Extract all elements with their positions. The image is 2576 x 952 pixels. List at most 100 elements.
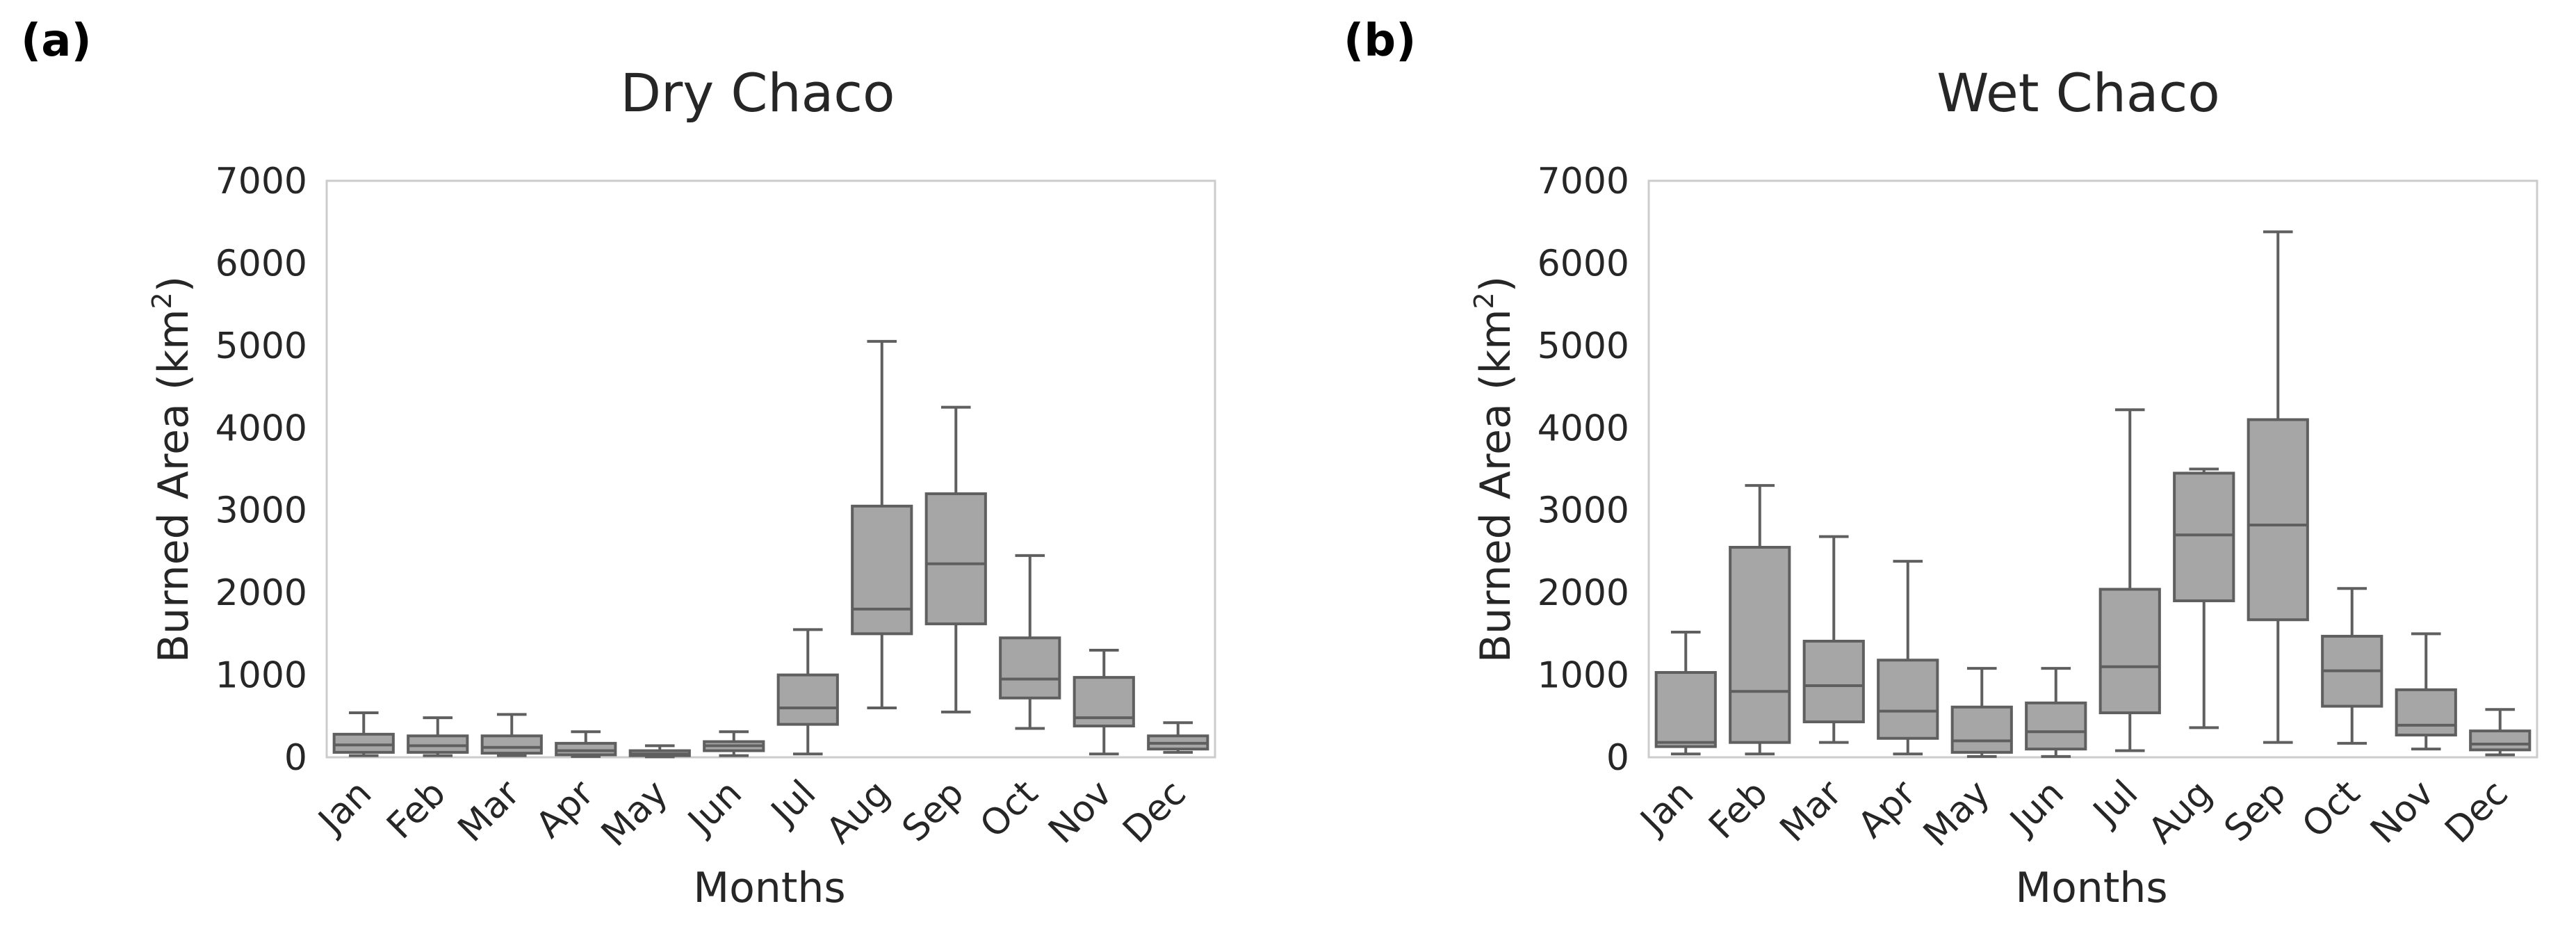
x-tick-label: Jan [1631, 773, 1702, 843]
chart-title-b: Wet Chaco [1937, 62, 2220, 124]
iqr-box [1729, 546, 1791, 744]
x-tick-label: Nov [1041, 773, 1120, 852]
iqr-box [332, 732, 395, 754]
y-axis-label-a: Burned Area (km2) [147, 276, 198, 663]
iqr-box [2247, 418, 2309, 622]
panel-b: (b) Wet Chaco 0 1000 2000 3000 4000 5000 6000 7… [1344, 15, 2538, 912]
y-axis-label-sup-b: 2 [1469, 292, 1499, 309]
box-sep [2247, 230, 2309, 744]
y-tick-label: 0 [284, 737, 307, 779]
y-tick-label: 2000 [1538, 572, 1629, 614]
y-tick-label: 2000 [215, 572, 307, 614]
y-tick-label: 6000 [1538, 243, 1629, 284]
iqr-box [999, 636, 1061, 700]
x-axis-label-b: Months [2015, 864, 2167, 912]
iqr-box [1950, 705, 2013, 754]
y-tick-label: 1000 [215, 655, 307, 697]
y-tick-label: 3000 [1538, 490, 1629, 532]
x-tick-label: Jul [763, 773, 824, 834]
panel-a: (a) Dry Chaco 0 1000 2000 3000 4000 5000 6000 7… [21, 15, 1216, 912]
x-tick-label: Mar [450, 772, 528, 850]
plot-frame-b [1647, 179, 2538, 759]
x-tick-label: Sep [2217, 773, 2294, 850]
iqr-box [1877, 659, 1939, 740]
box-dec [2469, 708, 2532, 757]
box-oct [2321, 587, 2383, 745]
x-tick-label: Aug [819, 773, 898, 852]
x-tick-label: Jul [2085, 773, 2146, 834]
box-jun [703, 730, 765, 757]
box-apr [1877, 560, 1939, 756]
iqr-box [2173, 471, 2235, 602]
x-tick-label: Dec [1115, 773, 1194, 852]
x-tick-label: Feb [1701, 773, 1776, 848]
x-tick-label: Aug [2141, 773, 2220, 852]
x-tick-label: Jan [309, 773, 380, 843]
box-jul [776, 628, 839, 756]
x-axis-label-a: Months [693, 864, 845, 912]
iqr-box [2395, 688, 2457, 737]
x-tick-label: Feb [379, 773, 454, 848]
box-feb [407, 716, 469, 757]
x-tick-label: Jun [2001, 773, 2072, 844]
x-tick-label: May [1916, 773, 1998, 855]
box-aug [851, 339, 913, 709]
box-may [1950, 667, 2013, 758]
x-tick-label: Nov [2363, 773, 2442, 852]
x-tick-label: Oct [2294, 773, 2368, 846]
iqr-box [2025, 701, 2087, 751]
y-tick-labels-b: 0 1000 2000 3000 4000 5000 6000 7000 [1538, 161, 1629, 779]
x-tick-label: Oct [972, 773, 1046, 846]
y-tick-label: 5000 [1538, 325, 1629, 367]
box-jan [332, 711, 395, 757]
box-jul [2098, 408, 2161, 752]
x-tick-label: Apr [1850, 772, 1924, 846]
panel-label-b: (b) [1344, 15, 1416, 67]
y-tick-label: 4000 [215, 408, 307, 449]
y-axis-label-text-a: Burned Area (km [149, 309, 198, 663]
box-dec [1147, 721, 1209, 754]
chart-title-a: Dry Chaco [621, 62, 895, 124]
iqr-box [2469, 729, 2532, 752]
box-series-b [1654, 230, 2532, 758]
iqr-box [2098, 588, 2161, 715]
y-tick-label: 4000 [1538, 408, 1629, 449]
box-mar [480, 713, 543, 757]
x-tick-label: Apr [528, 772, 602, 846]
y-tick-label: 7000 [1538, 161, 1629, 202]
y-tick-label: 0 [1606, 737, 1629, 779]
y-tick-labels-a: 0 1000 2000 3000 4000 5000 6000 7000 [215, 161, 307, 779]
iqr-box [851, 504, 913, 636]
iqr-box [776, 673, 839, 726]
box-feb [1729, 484, 1791, 756]
x-tick-label: Jun [679, 773, 750, 844]
box-jun [2025, 667, 2087, 758]
box-may [628, 744, 691, 759]
iqr-box [480, 734, 543, 755]
y-tick-label: 1000 [1538, 655, 1629, 697]
box-mar [1802, 535, 1865, 744]
iqr-box [1802, 640, 1865, 724]
iqr-box [555, 741, 617, 757]
iqr-box [924, 492, 987, 626]
box-sep [924, 405, 987, 713]
y-tick-label: 6000 [215, 243, 307, 284]
y-tick-label: 7000 [215, 161, 307, 202]
x-tick-label: May [594, 773, 676, 855]
y-tick-label: 5000 [215, 325, 307, 367]
box-oct [999, 554, 1061, 730]
box-apr [555, 730, 617, 758]
box-jan [1654, 630, 1717, 756]
box-aug [2173, 467, 2235, 729]
panel-label-a: (a) [21, 15, 92, 67]
y-tick-label: 3000 [215, 490, 307, 532]
y-axis-label-sup-a: 2 [147, 292, 177, 309]
y-axis-label-b: Burned Area (km2) [1469, 276, 1520, 663]
plot-frame-a [325, 179, 1216, 759]
x-tick-label: Sep [895, 773, 972, 850]
box-nov [2395, 632, 2457, 751]
iqr-box [407, 734, 469, 754]
